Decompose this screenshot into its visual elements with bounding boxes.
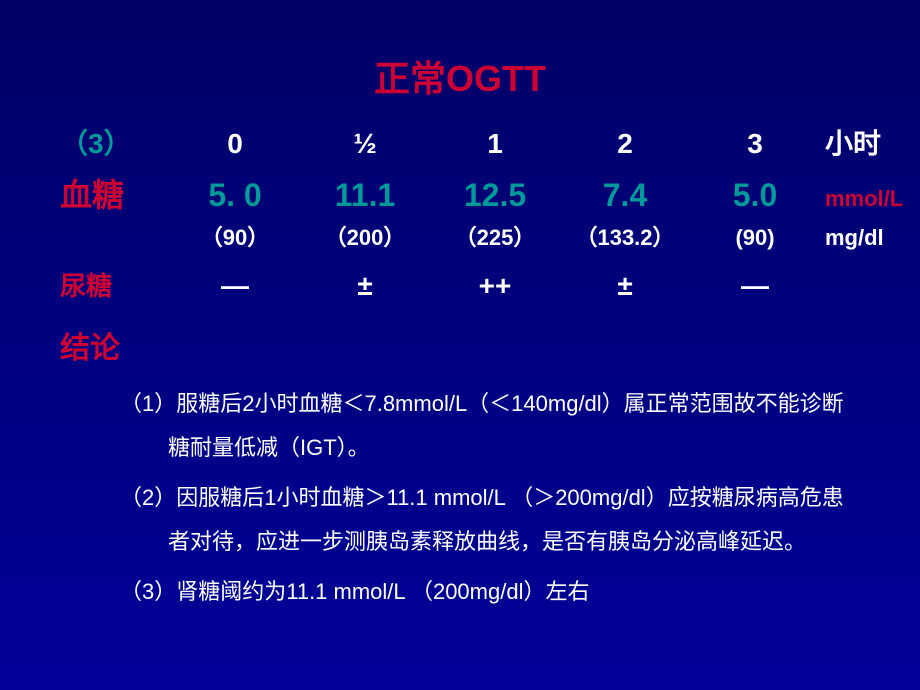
conclusion-label: 结论 [60,323,860,367]
ug-val-4: — [690,270,820,302]
blood-glucose-row: 血糖 5. 0 11.1 12.5 7.4 5.0 mmol/L [60,170,860,216]
row-index-label: （3） [60,122,170,162]
ug-val-0: — [170,270,300,302]
urine-glucose-row: 尿糖 — ± ++ ± — [60,266,860,303]
time-col-4: 3 [690,128,820,160]
bg-val-3: 7.4 [560,177,690,214]
conclusion-item-3: （3）肾糖阈约为11.1 mmol/L （200mg/dl）左右 [80,570,860,614]
slide-content: 正常OGTT （3） 0 ½ 1 2 3 小时 血糖 5. 0 11.1 12.… [0,0,920,614]
blood-glucose-label: 血糖 [60,170,170,216]
mgdl-val-3: （133.2） [560,220,690,252]
conclusion-item-2: （2）因服糖后1小时血糖＞11.1 mmol/L （＞200mg/dl）应按糖尿… [80,476,860,564]
bg-val-0: 5. 0 [170,177,300,214]
bg-val-1: 11.1 [300,177,430,214]
time-col-0: 0 [170,128,300,160]
ug-val-3: ± [560,270,690,302]
conclusion-item-1: （1）服糖后2小时血糖＜7.8mmol/L（＜140mg/dl）属正常范围故不能… [80,382,860,470]
mgdl-unit: mg/dl [820,225,920,251]
bg-val-2: 12.5 [430,177,560,214]
bg-unit: mmol/L [820,186,920,212]
ogtt-table: （3） 0 ½ 1 2 3 小时 血糖 5. 0 11.1 12.5 7.4 5… [60,122,860,303]
conclusion-list: （1）服糖后2小时血糖＜7.8mmol/L（＜140mg/dl）属正常范围故不能… [60,382,860,614]
ug-val-2: ++ [430,270,560,302]
time-col-3: 2 [560,128,690,160]
mgdl-val-0: （90） [170,220,300,252]
mgdl-val-2: （225） [430,220,560,252]
bg-val-4: 5.0 [690,177,820,214]
time-header-row: （3） 0 ½ 1 2 3 小时 [60,122,860,162]
mgdl-val-4: (90) [690,225,820,251]
mgdl-row: （90） （200） （225） （133.2） (90) mg/dl [60,220,860,252]
time-col-1: ½ [300,128,430,160]
ug-val-1: ± [300,270,430,302]
slide-title: 正常OGTT [60,50,860,102]
time-unit: 小时 [820,122,920,162]
time-col-2: 1 [430,128,560,160]
mgdl-val-1: （200） [300,220,430,252]
urine-glucose-label: 尿糖 [60,266,170,303]
